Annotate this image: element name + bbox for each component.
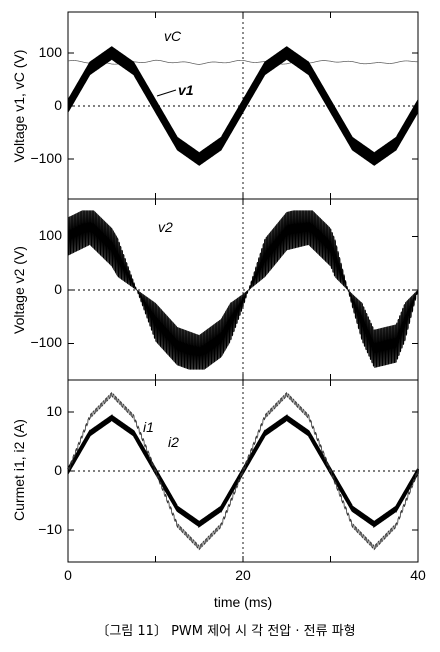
panel-2-ylabel: Voltage v2 (V): [11, 246, 27, 334]
annot-v2: v2: [158, 219, 173, 235]
series-v1-line: [67, 46, 419, 166]
annot-vC: vC: [164, 28, 182, 44]
annot-i2: i2: [168, 434, 179, 450]
series-i2-line: [67, 391, 419, 551]
panel-2-ytick-0: 0: [54, 281, 62, 297]
panel-1-ytick-0: 0: [54, 97, 62, 113]
panel-1-ylabel: Voltage v1, vC (V): [11, 50, 27, 163]
xtick-0: 0: [64, 567, 72, 583]
panel-1-ytick-100: 100: [39, 44, 63, 60]
figure-caption: 〔그림 11〕 PWM 제어 시 각 전압 · 전류 파형: [96, 624, 355, 639]
annot-v1-pointer: [156, 89, 177, 97]
xtick-40: 40: [410, 567, 426, 583]
series-v2-line: [67, 209, 419, 370]
panel-3-ylabel: Curmet i1, i2 (A): [11, 419, 27, 521]
panel-3-ytick-0: 0: [54, 462, 62, 478]
panel-2-ytick-minus100: −100: [30, 334, 62, 350]
x-axis-label: time (ms): [214, 594, 272, 610]
panel-2-ytick-100: 100: [39, 227, 63, 243]
annot-v1: v1: [178, 82, 194, 98]
panel-1-ytick-minus100: −100: [30, 150, 62, 166]
xtick-20: 20: [235, 567, 251, 583]
series-lines: [67, 46, 419, 551]
panel-3-ytick-10: 10: [46, 403, 62, 419]
panel-3-ytick-minus10: −10: [38, 521, 62, 537]
annot-i1: i1: [143, 419, 154, 435]
